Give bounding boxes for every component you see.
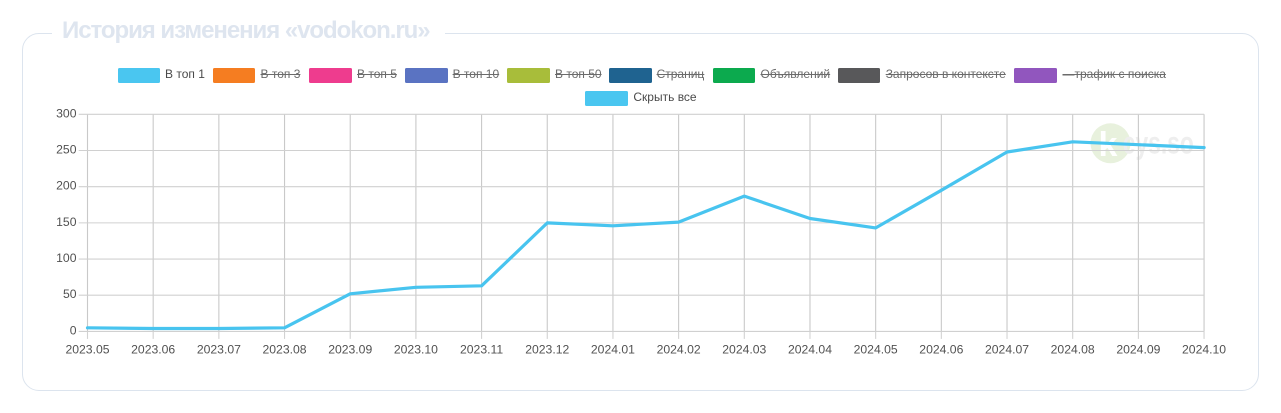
svg-text:200: 200 [56, 179, 77, 193]
svg-text:0: 0 [70, 323, 77, 337]
svg-text:2023.09: 2023.09 [328, 342, 372, 356]
svg-text:2024.10: 2024.10 [1182, 342, 1226, 356]
svg-text:2024.05: 2024.05 [854, 342, 898, 356]
svg-text:2023.12: 2023.12 [525, 342, 569, 356]
svg-text:2024.01: 2024.01 [591, 342, 635, 356]
svg-text:2023.10: 2023.10 [394, 342, 438, 356]
svg-text:2024.02: 2024.02 [657, 342, 701, 356]
svg-text:2023.08: 2023.08 [263, 342, 307, 356]
svg-text:150: 150 [56, 215, 77, 229]
svg-text:2024.04: 2024.04 [788, 342, 832, 356]
svg-text:2024.06: 2024.06 [919, 342, 963, 356]
svg-text:2024.03: 2024.03 [722, 342, 766, 356]
svg-text:250: 250 [56, 143, 77, 157]
svg-text:2023.05: 2023.05 [65, 342, 109, 356]
svg-text:2024.08: 2024.08 [1051, 342, 1095, 356]
svg-text:2023.11: 2023.11 [460, 342, 503, 356]
svg-text:2024.09: 2024.09 [1116, 342, 1160, 356]
svg-text:2023.06: 2023.06 [131, 342, 175, 356]
svg-text:300: 300 [56, 106, 77, 120]
svg-text:100: 100 [56, 251, 77, 265]
svg-text:50: 50 [63, 287, 77, 301]
svg-text:eys.so: eys.so [1123, 125, 1194, 161]
svg-text:2024.07: 2024.07 [985, 342, 1029, 356]
svg-text:2023.07: 2023.07 [197, 342, 241, 356]
